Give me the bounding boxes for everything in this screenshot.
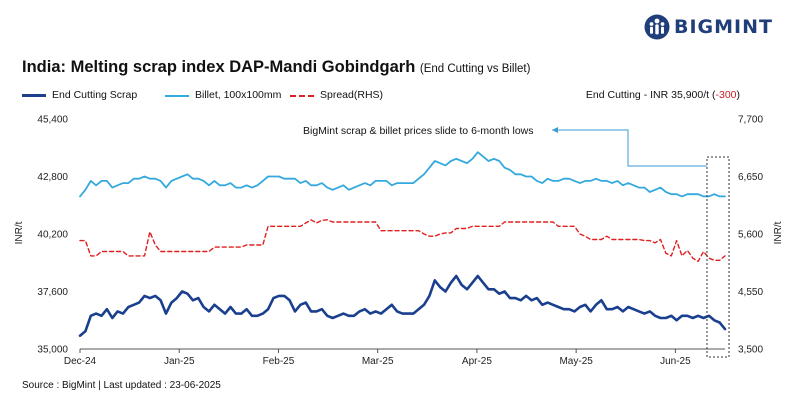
chart-title-block: India: Melting scrap index DAP-Mandi Gob…: [22, 58, 530, 77]
y-tick-right: 7,700: [738, 115, 763, 126]
price-note-change-open: (: [711, 89, 716, 101]
price-note: End Cutting - INR 35,900/t (-300): [586, 89, 740, 101]
bigmint-people-icon: [644, 14, 670, 40]
annotation-text: BigMint scrap & billet prices slide to 6…: [303, 125, 534, 137]
y-axis-right: 3,500 4,550 5,600 6,650 7,700: [738, 115, 763, 356]
legend-swatch-end-cutting: [22, 94, 46, 97]
y-tick-right: 6,650: [738, 172, 763, 183]
x-tick-label: Apr-25: [462, 356, 492, 367]
series-billet: [79, 151, 726, 198]
legend-swatch-billet: [165, 95, 189, 97]
brand-name: BIGMINT: [674, 16, 773, 38]
y-tick-left: 42,800: [37, 172, 68, 183]
legend-label-billet: Billet, 100x100mm: [195, 89, 282, 101]
legend-swatch-spread: [290, 95, 314, 97]
y-axis-label-left: INR/t: [14, 221, 25, 244]
y-axis-left: 35,000 37,600 40,200 42,800 45,400: [37, 115, 68, 356]
legend-label-spread: Spread(RHS): [320, 89, 384, 101]
y-axis-label-right: INR/t: [773, 221, 784, 244]
series-end-cutting: [78, 274, 727, 338]
x-tick-label: Mar-25: [362, 356, 394, 367]
y-tick-right: 4,550: [738, 287, 763, 298]
x-tick-label: Jun-25: [660, 356, 691, 367]
price-note-change-close: ): [736, 89, 741, 101]
chart-subtitle: (End Cutting vs Billet): [419, 63, 531, 75]
series-spread: [79, 219, 726, 263]
chart-title: India: Melting scrap index DAP-Mandi Gob…: [22, 58, 416, 76]
y-tick-left: 35,000: [37, 345, 68, 356]
x-tick-label: May-25: [559, 356, 593, 367]
highlight-box: [706, 156, 730, 358]
series-layer: [78, 151, 727, 338]
price-note-label: End Cutting - INR 35,900/t: [585, 89, 710, 101]
annotation-connector: [552, 129, 707, 167]
annotation-arrowhead: [552, 127, 558, 133]
price-note-change: -300: [715, 89, 737, 101]
x-tick-label: Jan-25: [164, 356, 195, 367]
bigmint-logo: BIGMINT: [644, 14, 784, 42]
y-tick-left: 40,200: [37, 230, 68, 241]
y-tick-right: 3,500: [738, 345, 763, 356]
source-note: Source : BigMint | Last updated : 23-06-…: [22, 380, 221, 391]
legend-label-end-cutting: End Cutting Scrap: [52, 89, 138, 101]
x-tick-label: Dec-24: [64, 356, 97, 367]
y-tick-left: 45,400: [37, 115, 68, 126]
x-tick-label: Feb-25: [263, 356, 295, 367]
x-axis: Dec-24 Jan-25 Feb-25 Mar-25 Apr-25 May-25 Jun-…: [64, 349, 691, 367]
y-tick-right: 5,600: [738, 230, 763, 241]
y-tick-left: 37,600: [37, 287, 68, 298]
